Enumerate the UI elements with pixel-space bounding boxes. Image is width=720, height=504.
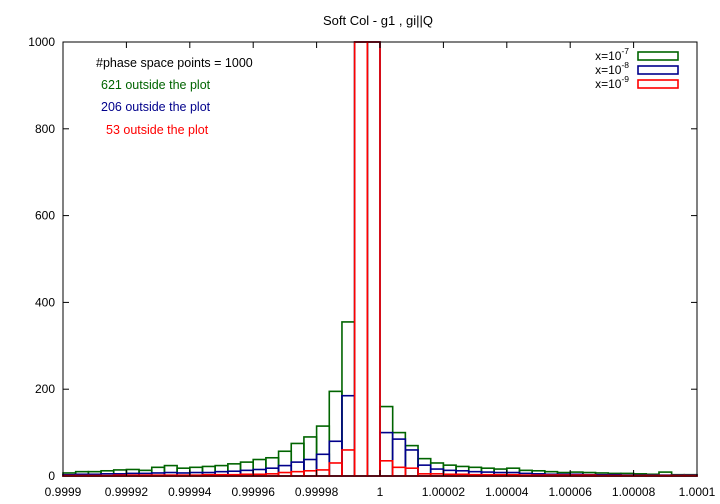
histogram-bar: [341, 449, 356, 477]
histogram-bar: [277, 471, 293, 477]
histogram-bar: [366, 41, 381, 477]
legend-swatch: [637, 65, 679, 75]
histogram-bar: [290, 470, 305, 477]
annotation-text: #phase space points = 1000: [96, 56, 253, 70]
y-tick-label: 400: [35, 295, 55, 309]
histogram-bar: [366, 41, 381, 477]
histogram-bar: [379, 431, 394, 477]
legend-label: x=10-7: [595, 46, 629, 63]
axis-ticks: 0.9999 0.99992 0.99994 0.99996 0.99998 1 1.000…: [28, 35, 715, 499]
histogram-bar: [353, 41, 369, 477]
histogram-bar: [379, 405, 394, 477]
histogram-bar: [353, 41, 369, 477]
histogram-bar: [391, 466, 407, 477]
histogram-bar: [404, 449, 419, 477]
x-tick-label: 1.00002: [422, 485, 466, 499]
histogram-bar: [341, 394, 356, 477]
x-tick-label: 1.00004: [485, 485, 529, 499]
histogram-bar: [277, 464, 293, 477]
y-tick-label: 800: [35, 122, 55, 136]
histogram-bar: [429, 468, 445, 477]
x-tick-label: 0.99992: [105, 485, 149, 499]
chart-title: Soft Col - g1 , gi||Q: [323, 13, 433, 28]
annotation-text: 206 outside the plot: [101, 100, 211, 114]
annotation-text: 53 outside the plot: [106, 123, 209, 137]
x-tick-label: 0.99996: [232, 485, 276, 499]
x-tick-label: 1: [377, 485, 384, 499]
y-tick-label: 0: [48, 469, 55, 483]
y-tick-label: 200: [35, 382, 55, 396]
histogram-bar: [315, 469, 331, 477]
x-tick-label: 1.00006: [549, 485, 593, 499]
histogram-bar: [265, 467, 280, 477]
histogram-bar: [366, 41, 381, 477]
annotations: #phase space points = 1000 621 outside th…: [96, 56, 253, 137]
histogram-bar: [391, 438, 407, 477]
histogram-bar: [290, 461, 305, 477]
histogram-bar: [404, 467, 419, 477]
histogram-bar: [341, 321, 356, 477]
histogram-bar: [328, 440, 343, 477]
x-tick-label: 1.00008: [612, 485, 656, 499]
histogram-bar: [353, 41, 369, 477]
legend-label: x=10-8: [595, 60, 629, 77]
y-tick-label: 1000: [28, 35, 55, 49]
y-tick-label: 600: [35, 209, 55, 223]
legend-swatch: [637, 51, 679, 61]
histogram-bar: [379, 460, 394, 477]
histogram-bar: [442, 469, 457, 477]
histogram-bar: [328, 462, 343, 477]
histogram-bar: [303, 469, 318, 477]
x-tick-label: 0.99994: [168, 485, 212, 499]
legend: x=10-7x=10-8x=10-9: [595, 46, 679, 91]
annotation-text: 621 outside the plot: [101, 78, 211, 92]
x-tick-label: 1.0001: [679, 485, 716, 499]
x-tick-label: 0.9999: [45, 485, 82, 499]
legend-swatch: [637, 79, 679, 89]
x-tick-label: 0.99998: [295, 485, 339, 499]
histogram-bar: [315, 425, 331, 477]
legend-label: x=10-9: [595, 74, 629, 91]
histogram-bar: [303, 458, 318, 477]
histogram-bar: [239, 469, 255, 477]
histogram-bar: [315, 453, 331, 477]
